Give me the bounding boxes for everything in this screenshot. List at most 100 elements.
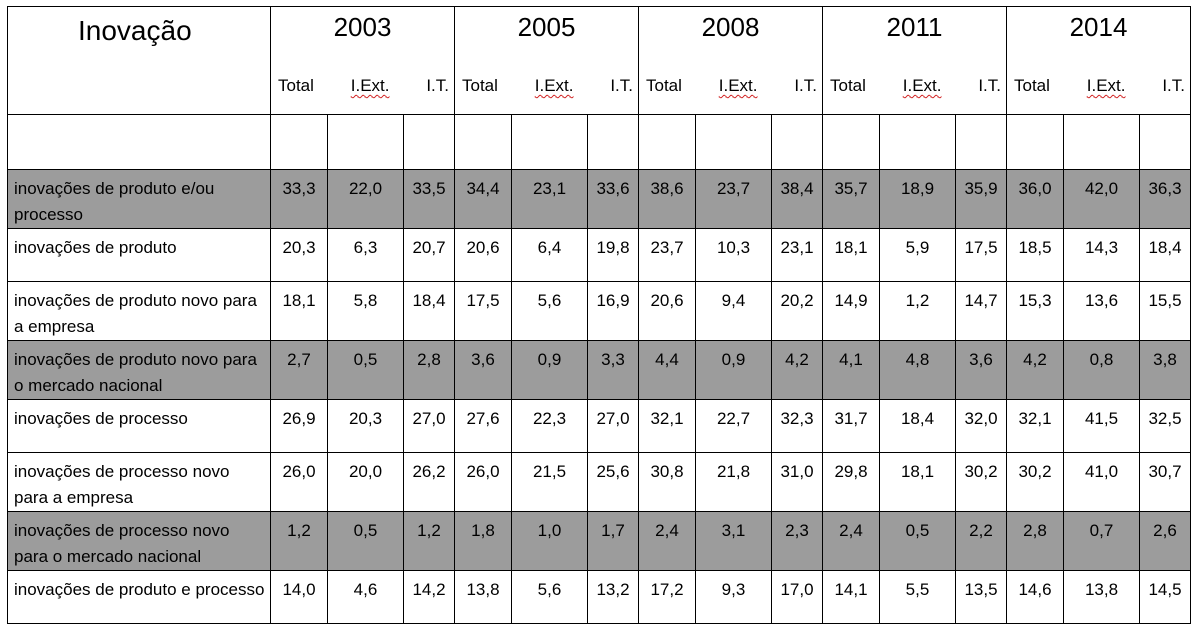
value-cell: 20,0 — [327, 452, 404, 512]
blank-cell — [403, 114, 455, 170]
table-row: inovações de produto 20,3 6,3 20,7 20,6 6,4 19… — [7, 228, 1191, 282]
value-cell: 32,1 — [638, 399, 696, 453]
value-cell: 18,4 — [403, 281, 455, 341]
title-cell-continuation — [7, 57, 271, 115]
value-cell: 30,2 — [955, 452, 1007, 512]
value-cell: 18,1 — [270, 281, 328, 341]
value-cell: 36,3 — [1139, 169, 1191, 229]
row-label: inovações de produto novo para o mercado… — [7, 340, 271, 400]
table-row: inovações de produto novo para o mercado… — [7, 340, 1191, 400]
value-cell: 5,5 — [879, 570, 956, 624]
value-cell: 18,1 — [822, 228, 880, 282]
value-cell: 4,8 — [879, 340, 956, 400]
value-cell: 27,6 — [454, 399, 512, 453]
blank-row — [7, 114, 1191, 170]
subheader-total: Total — [278, 76, 314, 95]
value-cell: 22,3 — [511, 399, 588, 453]
value-cell: 2,4 — [638, 511, 696, 571]
blank-cell — [270, 114, 328, 170]
value-cell: 2,7 — [270, 340, 328, 400]
value-cell: 3,3 — [587, 340, 639, 400]
value-cell: 18,4 — [879, 399, 956, 453]
value-cell: 4,2 — [1006, 340, 1064, 400]
value-cell: 14,6 — [1006, 570, 1064, 624]
row-label: inovações de produto e processo — [7, 570, 271, 624]
value-cell: 3,6 — [955, 340, 1007, 400]
value-cell: 6,3 — [327, 228, 404, 282]
value-cell: 41,5 — [1063, 399, 1140, 453]
value-cell: 26,2 — [403, 452, 455, 512]
value-cell: 18,1 — [879, 452, 956, 512]
innovation-table: Inovação 2003 2005 2008 2011 2014 Total … — [7, 6, 1191, 624]
value-cell: 30,8 — [638, 452, 696, 512]
value-cell: 20,2 — [771, 281, 823, 341]
value-cell: 18,4 — [1139, 228, 1191, 282]
value-cell: 2,3 — [771, 511, 823, 571]
value-cell: 27,0 — [403, 399, 455, 453]
value-cell: 5,6 — [511, 570, 588, 624]
table-row: inovações de produto e/ou processo 33,3 22… — [7, 169, 1191, 229]
value-cell: 2,4 — [822, 511, 880, 571]
value-cell: 22,7 — [695, 399, 772, 453]
value-cell: 10,3 — [695, 228, 772, 282]
blank-cell — [1006, 114, 1064, 170]
table-row: inovações de produto e processo 14,0 4,6 14… — [7, 570, 1191, 624]
subheader-iext: I.Ext. — [1086, 76, 1126, 95]
blank-cell — [695, 114, 772, 170]
value-cell: 1,8 — [454, 511, 512, 571]
right-edge-mask — [1196, 6, 1200, 584]
value-cell: 13,6 — [1063, 281, 1140, 341]
value-cell: 2,8 — [403, 340, 455, 400]
value-cell: 29,8 — [822, 452, 880, 512]
value-cell: 9,4 — [695, 281, 772, 341]
blank-cell — [587, 114, 639, 170]
year-header: 2003 — [270, 6, 455, 57]
value-cell: 18,9 — [879, 169, 956, 229]
subheader-iext: I.Ext. — [902, 76, 942, 95]
value-cell: 14,3 — [1063, 228, 1140, 282]
value-cell: 17,0 — [771, 570, 823, 624]
subheader-it: I.T. — [1162, 76, 1185, 95]
value-cell: 2,8 — [1006, 511, 1064, 571]
value-cell: 20,3 — [270, 228, 328, 282]
value-cell: 26,9 — [270, 399, 328, 453]
subheader-total: Total — [830, 76, 866, 95]
value-cell: 19,8 — [587, 228, 639, 282]
value-cell: 0,5 — [879, 511, 956, 571]
value-cell: 22,0 — [327, 169, 404, 229]
row-label: inovações de produto — [7, 228, 271, 282]
value-cell: 21,5 — [511, 452, 588, 512]
value-cell: 9,3 — [695, 570, 772, 624]
subheader-it: I.T. — [978, 76, 1001, 95]
value-cell: 4,4 — [638, 340, 696, 400]
value-cell: 1,2 — [270, 511, 328, 571]
value-cell: 14,9 — [822, 281, 880, 341]
value-cell: 14,1 — [822, 570, 880, 624]
value-cell: 35,9 — [955, 169, 1007, 229]
blank-cell — [822, 114, 880, 170]
subheader-group: Total I.Ext. I.T. — [454, 57, 639, 115]
blank-cell — [879, 114, 956, 170]
value-cell: 31,0 — [771, 452, 823, 512]
value-cell: 32,0 — [955, 399, 1007, 453]
subheader-group: Total I.Ext. I.T. — [270, 57, 455, 115]
value-cell: 6,4 — [511, 228, 588, 282]
value-cell: 38,4 — [771, 169, 823, 229]
value-cell: 13,2 — [587, 570, 639, 624]
value-cell: 21,8 — [695, 452, 772, 512]
blank-cell — [771, 114, 823, 170]
value-cell: 14,0 — [270, 570, 328, 624]
value-cell: 17,2 — [638, 570, 696, 624]
value-cell: 20,6 — [454, 228, 512, 282]
value-cell: 25,6 — [587, 452, 639, 512]
subheader-group: Total I.Ext. I.T. — [638, 57, 823, 115]
value-cell: 33,3 — [270, 169, 328, 229]
value-cell: 4,6 — [327, 570, 404, 624]
value-cell: 13,5 — [955, 570, 1007, 624]
value-cell: 3,8 — [1139, 340, 1191, 400]
header-row-years: Inovação 2003 2005 2008 2011 2014 — [7, 6, 1191, 57]
blank-cell — [511, 114, 588, 170]
subheader-group: Total I.Ext. I.T. — [822, 57, 1007, 115]
subheader-iext: I.Ext. — [350, 76, 390, 95]
blank-cell — [638, 114, 696, 170]
